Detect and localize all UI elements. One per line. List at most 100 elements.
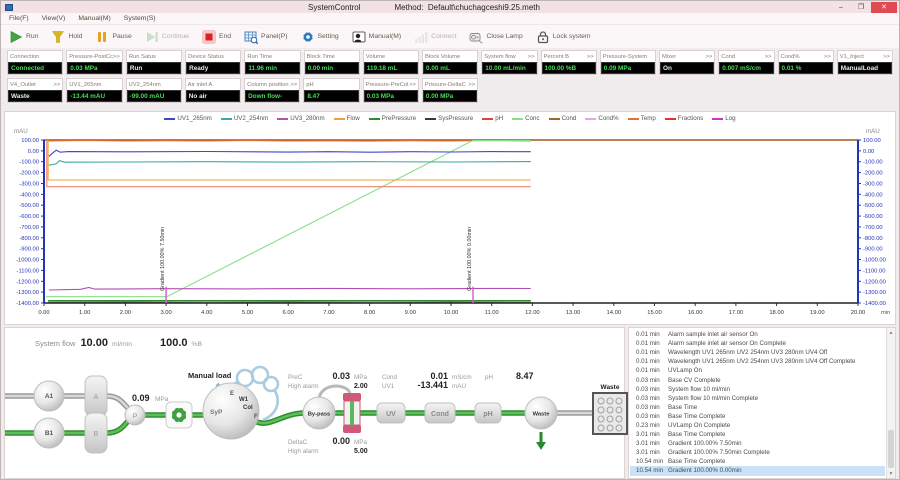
setting-button[interactable]: Setting [301, 30, 339, 44]
legend-cond%: Cond% [585, 115, 619, 122]
waste-valve[interactable] [524, 396, 558, 430]
valve-b[interactable] [84, 412, 108, 454]
status-label: Pressure-System [602, 53, 648, 60]
status-prissure-deltac[interactable]: Prissure-DeltaC >> 0.00 MPa [421, 78, 479, 103]
bypass-valve[interactable] [302, 396, 336, 430]
log-time: 0.01 min [636, 358, 660, 366]
status-percent-b[interactable]: Percent B >> 100.00 %B [540, 50, 597, 75]
expand-arrows-icon[interactable]: >> [409, 81, 416, 88]
scroll-down-icon[interactable]: ▼ [888, 470, 894, 477]
cond-monitor[interactable] [424, 402, 456, 424]
run-button[interactable]: Run [9, 30, 38, 44]
menu-item-manualm[interactable]: Manual(M) [78, 15, 111, 22]
status-run-time[interactable]: Run Time 11.96 min [244, 50, 301, 75]
expand-arrows-icon[interactable]: >> [705, 53, 713, 60]
log-row[interactable]: 3.01 min Gradient 100.00% 7.50min Complet… [630, 448, 885, 457]
status-connection[interactable]: Connection Connected [7, 50, 64, 75]
log-row[interactable]: 3.01 min Base Time Complete [630, 430, 885, 439]
svg-text:-1400.00: -1400.00 [16, 301, 39, 307]
menu-item-filef[interactable]: File(F) [9, 15, 29, 22]
status-mixer[interactable]: Mixer >> On [659, 50, 716, 75]
status-cond-[interactable]: Cond% >> 0.01 % [777, 50, 834, 75]
scrollbar-thumb[interactable] [888, 430, 894, 468]
status-v1-inject[interactable]: V1_Inject >> ManualLoad [836, 50, 893, 75]
close-lamp-button[interactable]: Close Lamp [469, 30, 523, 44]
status-value: Run [126, 62, 182, 74]
log-row[interactable]: 0.23 min UVLamp On Complete [630, 421, 885, 430]
status-value: ManualLoad [837, 62, 892, 74]
log-row[interactable]: 0.01 min Alarm sample inlet air sensor On [630, 330, 885, 339]
menu-item-systems[interactable]: System(S) [123, 15, 156, 22]
log-row[interactable]: 0.01 min Wavelength UV1 265nm UV2 254nm U… [630, 357, 885, 366]
close-button[interactable]: ✕ [871, 1, 897, 13]
expand-arrows-icon[interactable]: >> [468, 81, 476, 88]
log-row[interactable]: 0.03 min Base CV Complete [630, 375, 885, 384]
status-run-satus[interactable]: Run Satus Run [125, 50, 183, 75]
status-uv2-254nm[interactable]: UV2_254nm -99.00 mAU [125, 78, 182, 103]
inlet-a1[interactable] [33, 380, 65, 412]
status-cond[interactable]: Cond >> 0.007 mS/cm [718, 50, 775, 75]
svg-text:-200.00: -200.00 [19, 171, 39, 177]
end-button[interactable]: End [202, 29, 231, 44]
lock-system-button[interactable]: Lock system [536, 30, 591, 44]
log-text: Base Time Complete [668, 458, 726, 466]
expand-arrows-icon[interactable]: >> [883, 53, 890, 60]
status-pressure-precol[interactable]: Pressure-PreCol >> 0.03 MPa [362, 78, 419, 103]
log-row[interactable]: 0.01 min Wavelength UV1 265nm UV2 254nm U… [630, 348, 885, 357]
status-ph[interactable]: pH 8.47 [303, 78, 360, 103]
log-time: 10.54 min [636, 467, 664, 475]
status-pressure-postcc[interactable]: Pressure-PostCc >> 0.03 MPa [66, 50, 123, 75]
log-row[interactable]: 0.01 min Alarm sample inlet air sensor On… [630, 339, 885, 348]
status-column-position[interactable]: Column position >> Down flow- [244, 78, 301, 103]
status-pressure-system[interactable]: Pressure-System 0.09 MPa [599, 50, 657, 75]
legend-prepressure: PrePressure [368, 115, 416, 122]
app-icon [5, 3, 13, 11]
expand-arrows-icon[interactable]: >> [764, 53, 772, 60]
log-row[interactable]: 10.54 min Base Time Complete [630, 457, 885, 466]
expand-arrows-icon[interactable]: >> [53, 81, 61, 88]
inlet-b1[interactable] [33, 417, 65, 449]
pause-button[interactable]: Pause [95, 30, 132, 44]
scroll-up-icon[interactable]: ▲ [888, 329, 894, 336]
minimize-button[interactable]: – [839, 3, 843, 11]
pump-node[interactable] [124, 404, 146, 426]
hold-button[interactable]: Hold [51, 30, 82, 44]
legend-uv1_265nm: UV1_265nm [164, 115, 212, 122]
manual-m--button[interactable]: Manual(M) [352, 30, 401, 44]
expand-arrows-icon[interactable]: >> [527, 53, 535, 60]
percent-b-unit: %B [191, 341, 203, 348]
log-row[interactable]: 10.54 min Gradient 100.00% 0.00min [630, 466, 885, 476]
status-block-time[interactable]: Block Time 0.00 min [303, 50, 360, 75]
chromatogram-chart: 100.00 100.00 0.00 0.00 -100.00 -100.00 -200.0… [14, 128, 890, 316]
cond-monitor-label: Cond [431, 411, 449, 418]
expand-arrows-icon[interactable]: >> [587, 53, 594, 60]
status-volume[interactable]: Volume 119.18 mL [362, 50, 420, 75]
status-block-volume[interactable]: Block Volume 0.00 mL [422, 50, 479, 75]
status-uv1-265nm[interactable]: UV1_265nm -13.44 mAU [66, 78, 123, 103]
log-row[interactable]: 0.03 min Base Time [630, 403, 885, 412]
log-scrollbar[interactable]: ▲ ▼ [886, 328, 895, 478]
ph-readout-label: pH [485, 374, 494, 381]
expand-arrows-icon[interactable]: >> [113, 53, 120, 60]
status-v4-outlet[interactable]: V4_Outlet >> Waste [7, 78, 64, 103]
maximize-button[interactable]: ❐ [857, 4, 865, 11]
log-row[interactable]: 0.03 min Base Time Complete [630, 412, 885, 421]
panel-p--button[interactable]: Panel(P) [244, 30, 288, 44]
uv-monitor[interactable] [376, 402, 406, 424]
status-air-inlet-a[interactable]: Air inlet A No air [184, 78, 242, 103]
svg-text:-500.00: -500.00 [19, 203, 39, 209]
log-row[interactable]: 0.03 min System flow 10 ml/min [630, 385, 885, 394]
injection-valve-sphere[interactable] [202, 382, 260, 440]
log-row[interactable]: 0.01 min UVLamp On [630, 366, 885, 375]
expand-arrows-icon[interactable]: >> [290, 81, 298, 88]
deltac-alarm-label: High alarm [288, 448, 318, 455]
status-system-flow[interactable]: System flow >> 10.00 mL/min [481, 50, 538, 75]
status-device-status[interactable]: Device Status Ready [185, 50, 242, 75]
column[interactable] [343, 393, 361, 433]
log-row[interactable]: 0.03 min System flow 10 ml/min Complete [630, 394, 885, 403]
ph-monitor[interactable] [474, 402, 502, 424]
expand-arrows-icon[interactable]: >> [823, 53, 831, 60]
legend-fractions: Fractions [664, 115, 703, 122]
log-row[interactable]: 3.01 min Gradient 100.00% 7.50min [630, 439, 885, 448]
menu-item-viewv[interactable]: View(V) [41, 15, 66, 22]
